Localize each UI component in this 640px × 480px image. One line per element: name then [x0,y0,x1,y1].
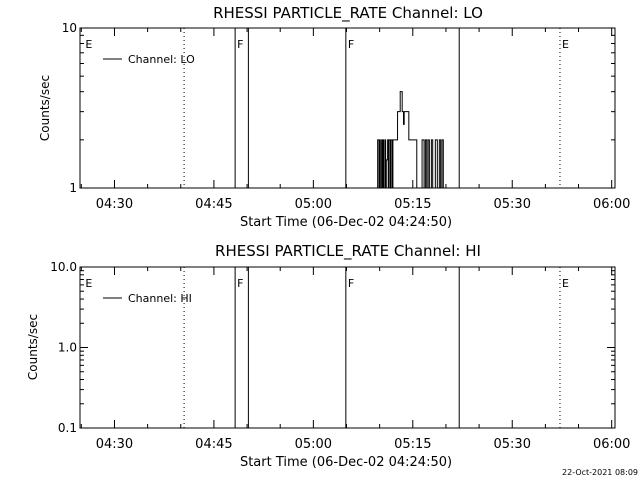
chart-hi-marker-label: F [237,277,243,290]
chart-lo-marker-label: E [85,38,92,51]
chart-lo-xlabel: Start Time (06-Dec-02 04:24:50) [240,215,452,230]
chart-hi-legend-label: Channel: HI [128,292,192,305]
chart-lo-xtick-label: 05:00 [295,197,332,212]
chart-lo-series-line [377,91,444,189]
chart-hi-xtick-label: 05:15 [394,437,431,452]
chart-lo-xtick-label: 04:30 [96,197,133,212]
chart-hi-ytick-label: 1.0 [58,341,77,355]
chart-lo-ytick-label: 10 [62,21,77,35]
chart-lo-xtick-label: 05:30 [494,197,531,212]
chart-lo-ytick-label: 1 [69,181,77,195]
chart-lo-marker-label: F [348,38,354,51]
chart-hi-ylabel: Counts/sec [26,314,40,380]
chart-hi-xtick-label: 04:45 [195,437,232,452]
chart-hi-marker-label: E [562,277,569,290]
date-stamp: 22-Oct-2021 08:09 [562,468,638,477]
chart-hi-xtick-label: 05:30 [494,437,531,452]
chart-lo-frame [79,27,616,189]
chart-lo-ylabel: Counts/sec [38,75,52,141]
chart-hi-marker-label: F [348,277,354,290]
chart-hi-marker-label: E [85,277,92,290]
chart-lo-xtick-label: 04:45 [195,197,232,212]
chart-lo-legend-label: Channel: LO [128,53,195,66]
chart-lo-xtick-label: 05:15 [394,197,431,212]
chart-hi-ytick-label: 10.0 [50,260,77,274]
chart-lo-marker-label: E [562,38,569,51]
chart-hi-xtick-label: 05:00 [295,437,332,452]
chart-hi-xtick-label: 04:30 [96,437,133,452]
chart-hi-xtick-label: 06:00 [593,437,630,452]
chart-lo-xtick-label: 06:00 [593,197,630,212]
chart-hi-title: RHESSI PARTICLE_RATE Channel: HI [215,242,481,261]
chart-hi: RHESSI PARTICLE_RATE Channel: HI Counts/… [26,242,630,470]
chart-hi-ytick-label: 0.1 [58,421,77,435]
chart-lo-marker-label: F [237,38,243,51]
chart-lo-title: RHESSI PARTICLE_RATE Channel: LO [213,4,483,23]
chart-lo: RHESSI PARTICLE_RATE Channel: LO Counts/… [38,4,630,230]
chart-hi-xlabel: Start Time (06-Dec-02 04:24:50) [240,455,452,470]
